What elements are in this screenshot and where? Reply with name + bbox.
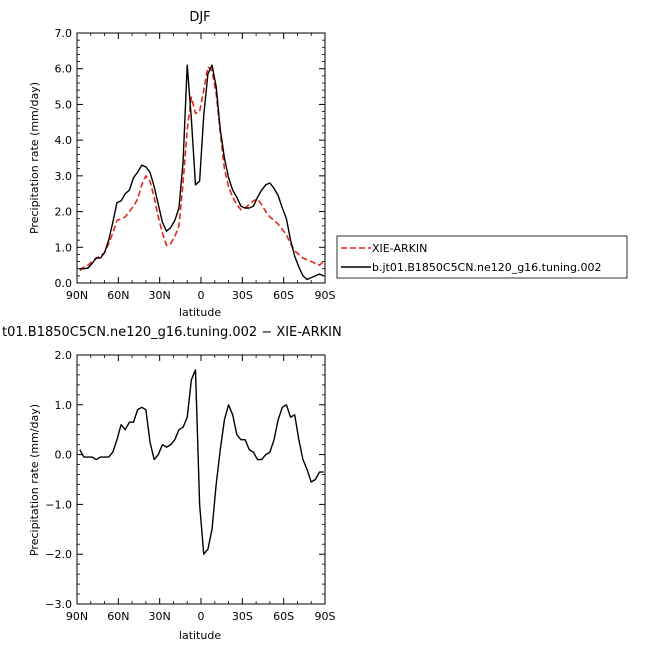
top-x-tick-label: 0 [198, 289, 205, 302]
top-y-tick-label: 6.0 [55, 63, 73, 76]
top-x-axis-label: latitude [179, 306, 221, 319]
legend-label-model: b.jt01.B1850C5CN.ne120_g16.tuning.002 [372, 261, 601, 274]
bottom-x-axis-label: latitude [179, 629, 221, 642]
top-chart-title: DJF [189, 10, 210, 25]
top-y-axis-label: Precipitation rate (mm/day) [28, 82, 41, 234]
legend-box [336, 235, 628, 279]
top-x-tick-label: 30S [232, 289, 253, 302]
bottom-x-tick-label: 90S [315, 610, 336, 623]
top-x-tick-label: 60S [273, 289, 294, 302]
top-y-tick-label: 3.0 [55, 170, 73, 183]
top-y-tick-label: 0.0 [55, 277, 73, 290]
bottom-plot-frame [76, 354, 326, 605]
top-y-tick-label: 4.0 [55, 134, 73, 147]
bottom-x-tick-label: 60S [273, 610, 294, 623]
bottom-y-tick-label: 1.0 [55, 399, 73, 412]
legend: XIE-ARKIN b.jt01.B1850C5CN.ne120_g16.tun… [336, 235, 628, 279]
top-y-tick-label: 5.0 [55, 98, 73, 111]
panel-top: DJF 90N 60N 30N 0 30S 60S 90S 0.0 1.0 2.0 3.0 4.0 5.… [28, 10, 336, 319]
bottom-x-tick-label: 60N [107, 610, 129, 623]
bottom-x-tick-label: 30N [149, 610, 171, 623]
top-y-tick-label: 1.0 [55, 241, 73, 254]
bottom-x-tick-label: 30S [232, 610, 253, 623]
top-axis-ticks: 90N 60N 30N 0 30S 60S 90S 0.0 1.0 2.0 3.0 4.0 5.0 6.0… [55, 27, 336, 302]
bottom-chart-title: t01.B1850C5CN.ne120_g16.tuning.002 − XIE… [2, 325, 342, 340]
legend-label-xie-arkin: XIE-ARKIN [372, 242, 427, 255]
bottom-x-tick-label: 90N [66, 610, 88, 623]
top-series-line-1 [79, 66, 325, 272]
panel-bottom: t01.B1850C5CN.ne120_g16.tuning.002 − XIE… [2, 325, 342, 642]
top-x-tick-label: 30N [149, 289, 171, 302]
top-y-tick-label: 7.0 [55, 27, 73, 40]
bottom-y-tick-label: −1.0 [45, 498, 72, 511]
bottom-series-group [79, 369, 324, 555]
bottom-y-tick-label: 2.0 [55, 349, 73, 362]
top-x-tick-label: 60N [107, 289, 129, 302]
bottom-x-tick-label: 0 [198, 610, 205, 623]
top-series-group [79, 64, 325, 281]
bottom-y-tick-label: −3.0 [45, 598, 72, 611]
bottom-y-tick-label: −2.0 [45, 548, 72, 561]
top-series-line-2 [79, 64, 324, 281]
bottom-series-line-1 [79, 369, 324, 555]
top-x-tick-label: 90N [66, 289, 88, 302]
top-x-tick-label: 90S [315, 289, 336, 302]
bottom-axis-ticks: 90N 60N 30N 0 30S 60S 90S −3.0 −2.0 −1.0 0.0 1.0 2.0 [45, 349, 335, 623]
bottom-y-tick-label: 0.0 [55, 449, 73, 462]
bottom-y-axis-label: Precipitation rate (mm/day) [28, 404, 41, 556]
top-y-tick-label: 2.0 [55, 206, 73, 219]
